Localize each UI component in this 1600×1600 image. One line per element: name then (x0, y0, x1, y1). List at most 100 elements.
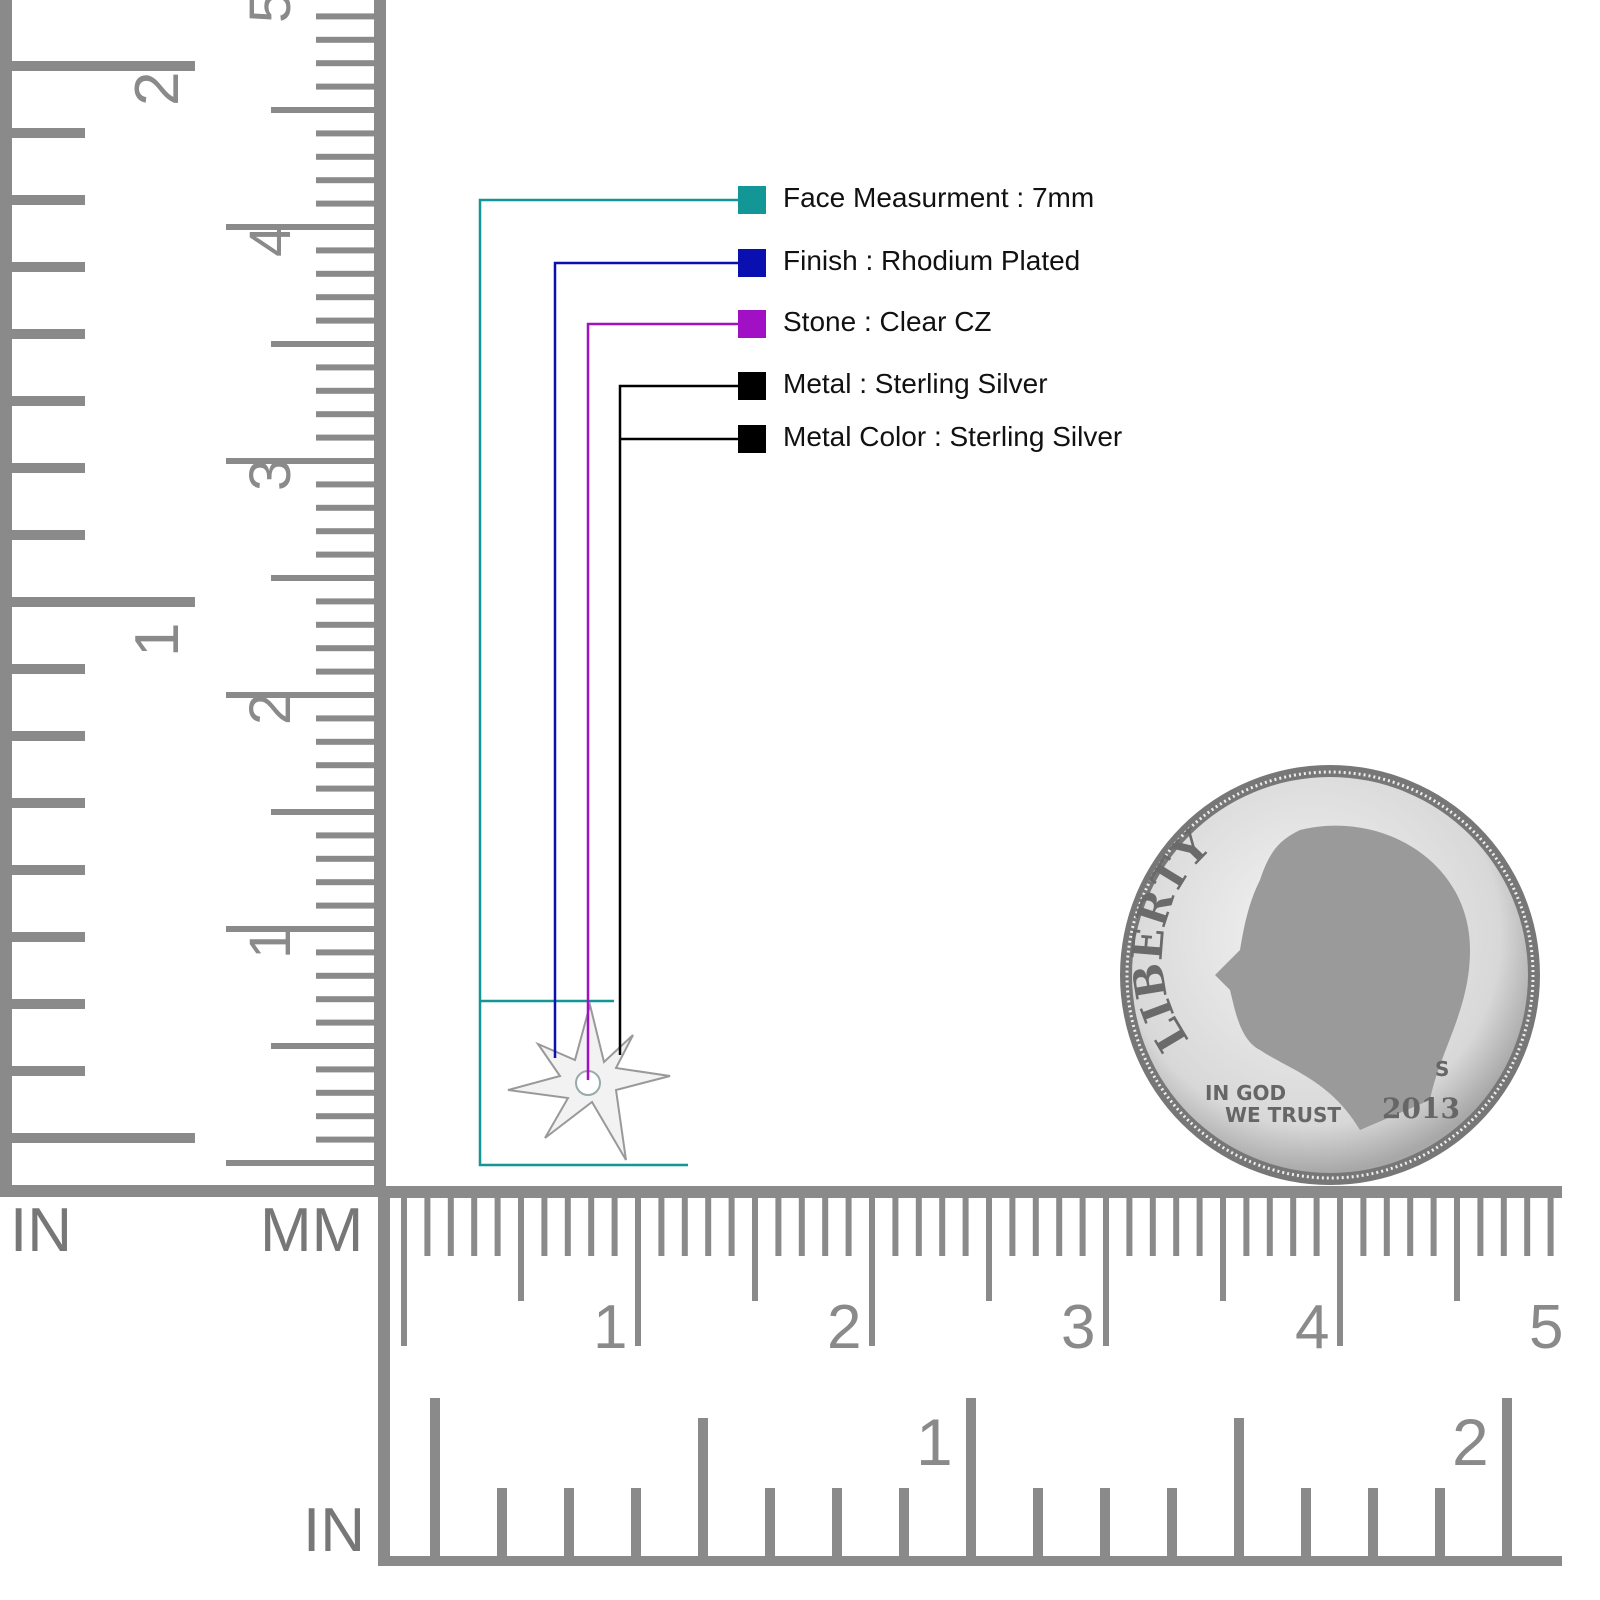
inch-tick (10, 932, 85, 942)
mm-tick (541, 1196, 548, 1256)
mm-tick (316, 645, 376, 652)
inch-tick (10, 1066, 85, 1076)
mm-tick (986, 1196, 992, 1301)
bottom-ruler-edge (378, 1186, 390, 1566)
mm-tick (822, 1196, 829, 1256)
inch-tick (1033, 1488, 1043, 1558)
mm-tick (316, 36, 376, 43)
bottom-mm-number: 1 (593, 1293, 627, 1362)
mm-tick (471, 1196, 478, 1256)
bottom-ruler-edge (380, 1186, 1562, 1198)
bottom-ruler-bottom-edge (380, 1556, 1562, 1566)
mm-tick (316, 972, 376, 979)
mm-tick (316, 13, 376, 20)
mm-tick (316, 83, 376, 90)
mm-tick (564, 1196, 571, 1256)
mm-tick (316, 528, 376, 535)
mm-tick (588, 1196, 595, 1256)
left-inch-label: IN (10, 1196, 72, 1265)
mm-tick (1149, 1196, 1156, 1256)
inch-tick (10, 329, 85, 339)
mm-tick (316, 294, 376, 301)
leader-lines (478, 198, 740, 1167)
mm-tick (1173, 1196, 1180, 1256)
mm-tick (316, 130, 376, 137)
mm-tick (1454, 1196, 1460, 1301)
legend-label: Face Measurment : 7mm (783, 182, 1095, 213)
inch-tick (1100, 1488, 1110, 1558)
mm-tick (316, 879, 376, 886)
legend-swatch (738, 186, 766, 214)
left-mm-label: MM (260, 1196, 364, 1265)
inch-tick (10, 798, 85, 808)
inch-tick (631, 1488, 641, 1558)
mm-tick (845, 1196, 852, 1256)
inch-tick (966, 1398, 976, 1558)
coin-motto-2: WE TRUST (1225, 1103, 1341, 1127)
mm-tick (915, 1196, 922, 1256)
mm-tick (1337, 1196, 1343, 1346)
legend-swatch (738, 425, 766, 453)
mm-tick (316, 504, 376, 511)
mm-tick (939, 1196, 946, 1256)
coin-mint: S (1435, 1057, 1449, 1081)
inch-tick (10, 128, 85, 138)
left-ruler-bottom-edge (0, 1185, 386, 1197)
bottom-inch-number: 2 (1452, 1405, 1489, 1479)
mm-tick (752, 1196, 758, 1301)
inch-tick (899, 1488, 909, 1558)
left-ruler-edge (374, 0, 386, 1195)
mm-tick (271, 107, 376, 113)
mm-tick (635, 1196, 641, 1346)
inch-tick (1301, 1488, 1311, 1558)
mm-tick (226, 692, 376, 698)
mm-tick (1407, 1196, 1414, 1256)
inch-tick (564, 1488, 574, 1558)
left-ruler-edge (0, 0, 12, 1195)
mm-tick (316, 364, 376, 371)
left-mm-number: 3 (238, 459, 303, 491)
mm-tick (226, 926, 376, 932)
coin-year: 2013 (1382, 1092, 1460, 1125)
mm-tick (728, 1196, 735, 1256)
inch-tick (1167, 1488, 1177, 1558)
legend-label: Metal Color : Sterling Silver (783, 421, 1123, 452)
inch-tick (10, 1133, 195, 1143)
left-mm-number: 1 (238, 927, 303, 959)
mm-tick (316, 1066, 376, 1073)
bottom-inch-number: 1 (916, 1405, 953, 1479)
portrait (1215, 825, 1470, 1130)
mm-tick (316, 598, 376, 605)
mm-tick (1477, 1196, 1484, 1256)
legend-label: Stone : Clear CZ (783, 306, 992, 337)
mm-tick (316, 621, 376, 628)
mm-tick (316, 387, 376, 394)
mm-tick (316, 411, 376, 418)
mm-tick (1079, 1196, 1086, 1256)
bottom-mm-number: 2 (827, 1293, 861, 1362)
mm-tick (1196, 1196, 1203, 1256)
inch-tick (430, 1398, 440, 1558)
mm-tick (1500, 1196, 1507, 1256)
left-mm-number: 2 (238, 693, 303, 725)
mm-tick (316, 317, 376, 324)
mm-tick (1220, 1196, 1226, 1301)
mm-tick (962, 1196, 969, 1256)
mm-tick (271, 809, 376, 815)
inch-tick (10, 597, 195, 607)
inch-tick (832, 1488, 842, 1558)
mm-tick (316, 832, 376, 839)
mm-tick (226, 458, 376, 464)
inch-tick (497, 1488, 507, 1558)
legend-label: Metal : Sterling Silver (783, 368, 1048, 399)
mm-tick (1009, 1196, 1016, 1256)
legend-swatch (738, 249, 766, 277)
inch-tick (1435, 1488, 1445, 1558)
inch-tick (10, 195, 85, 205)
mm-tick (1547, 1196, 1554, 1256)
inch-tick (1502, 1398, 1512, 1558)
legend-label: Finish : Rhodium Plated (783, 245, 1081, 276)
mm-tick (869, 1196, 875, 1346)
